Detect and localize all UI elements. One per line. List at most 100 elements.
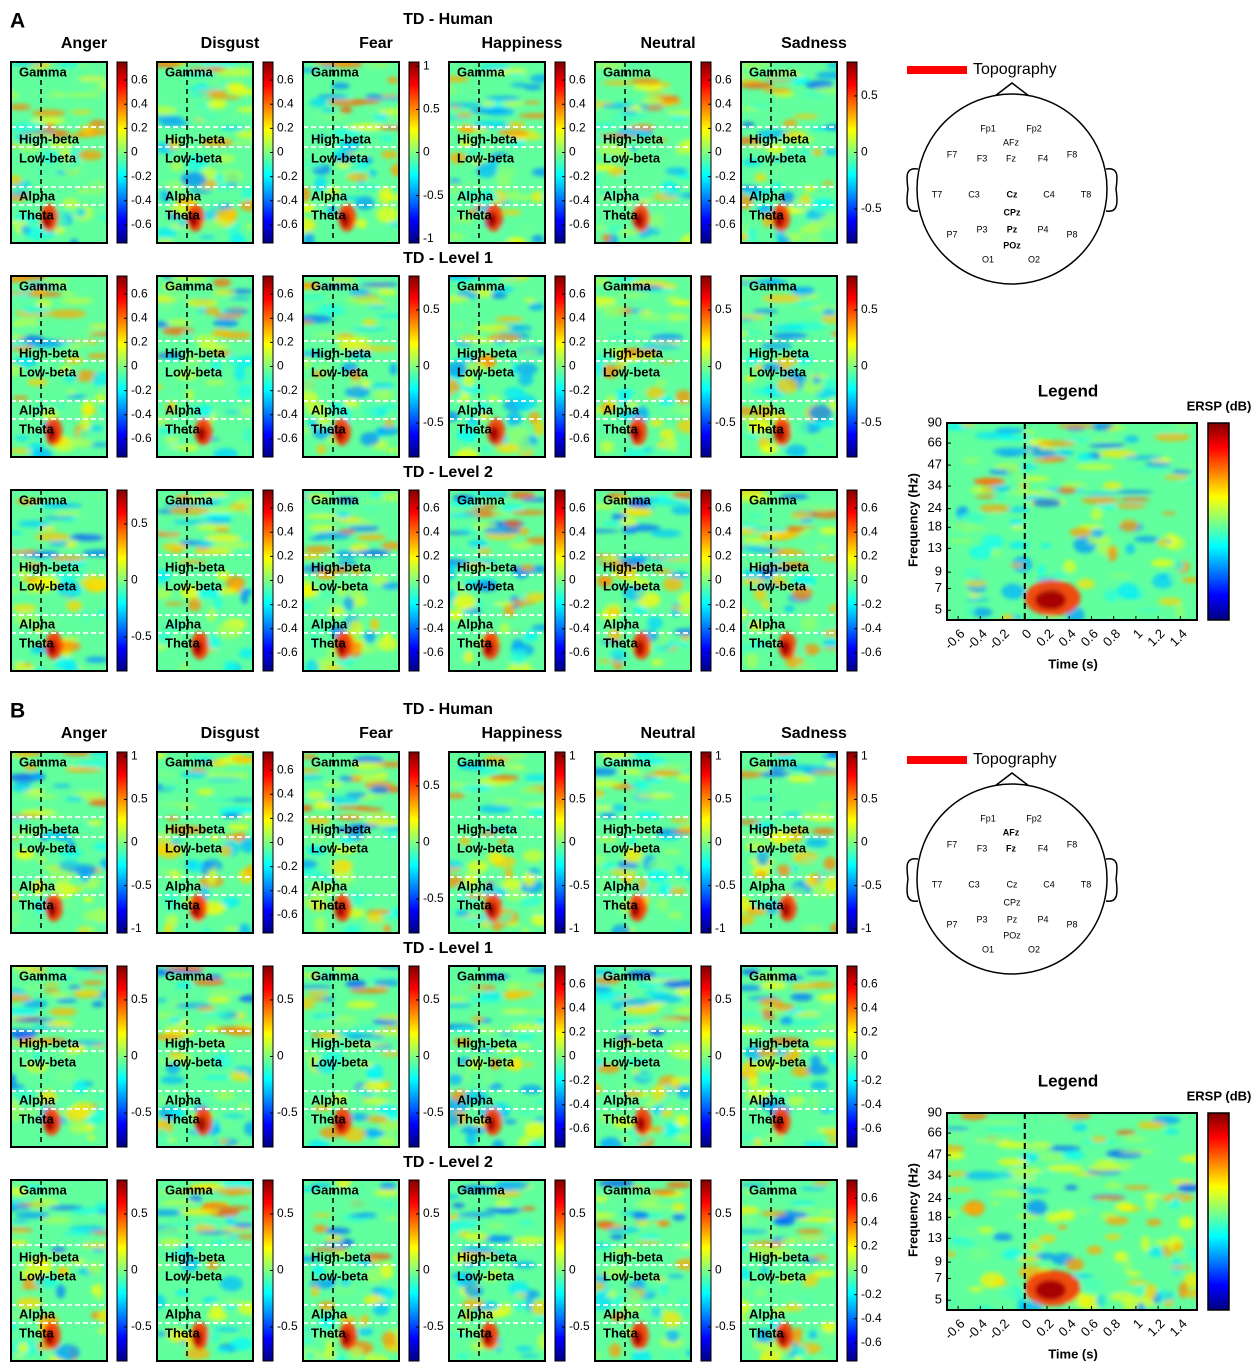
band-label: Alpha <box>603 1306 640 1321</box>
heatmap-blob <box>23 1000 48 1008</box>
heatmap-blob <box>247 1070 256 1078</box>
heatmap-blob <box>589 798 614 806</box>
electrode-label: F8 <box>1067 149 1078 159</box>
electrode-label: P7 <box>946 229 957 239</box>
heatmap-blob <box>519 787 542 794</box>
heatmap-blob <box>297 869 322 878</box>
band-label: Theta <box>749 207 784 222</box>
heatmap-blob <box>373 986 388 989</box>
colorbar-tick-label: -0.5 <box>861 201 882 215</box>
colorbar-tick-label: 0.4 <box>277 524 294 538</box>
heatmap-blob <box>485 1208 523 1213</box>
heatmap-blob <box>1142 1194 1159 1198</box>
heatmap-blob <box>370 785 389 794</box>
band-label: Gamma <box>19 492 67 507</box>
heatmap-blob <box>387 77 400 83</box>
heatmap-blob <box>651 1307 662 1317</box>
colorbar-tick-label: -0.2 <box>861 597 882 611</box>
band-label: Theta <box>19 1325 54 1340</box>
heatmap-blob <box>1037 565 1046 575</box>
heatmap-blob <box>663 1123 681 1137</box>
heatmap-blob <box>228 297 251 300</box>
heatmap-blob <box>752 389 773 395</box>
heatmap-blob <box>15 1223 31 1226</box>
colorbar-tick-label: -0.4 <box>277 883 298 897</box>
heatmap-blob <box>673 1065 698 1073</box>
x-tick-label: -0.6 <box>941 626 967 652</box>
band-label: Alpha <box>19 1092 56 1107</box>
heatmap-blob <box>509 1024 546 1030</box>
heatmap-blob <box>520 226 534 232</box>
heatmap-blob <box>452 1203 465 1208</box>
y-tick-label: 7 <box>935 1270 942 1285</box>
colorbar-tick-label: 0.5 <box>861 792 878 806</box>
colorbar-tick-label: 0.4 <box>861 1000 878 1014</box>
heatmap-blob <box>783 812 802 816</box>
y-tick-label: 66 <box>928 1125 942 1140</box>
electrode-label: C4 <box>1043 189 1055 199</box>
colorbar-tick-label: 0.4 <box>715 524 732 538</box>
heatmap-blob <box>238 995 263 1002</box>
heatmap-blob <box>340 107 352 114</box>
colorbar-tick-label: -0.2 <box>423 597 444 611</box>
band-label: Gamma <box>603 1182 651 1197</box>
colorbar-tick-label: -0.5 <box>715 878 736 892</box>
heatmap-blob <box>351 100 382 104</box>
heatmap-blob <box>21 306 49 314</box>
y-tick-label: 90 <box>928 1104 942 1119</box>
heatmap-blob <box>792 421 809 436</box>
colorbar-tick-label: -0.6 <box>861 1335 882 1349</box>
heatmap-blob <box>71 1228 93 1232</box>
heatmap-blob <box>1123 1135 1148 1142</box>
heatmap-blob <box>807 1064 828 1075</box>
band-label: Alpha <box>749 188 786 203</box>
topography-bar <box>907 66 967 74</box>
heatmap-blob <box>660 1109 673 1117</box>
colorbar-tick-label: 0 <box>861 573 868 587</box>
heatmap-blob <box>735 318 754 321</box>
heatmap-blob <box>478 604 501 608</box>
heatmap-blob <box>29 1204 41 1208</box>
colorbar-tick-label: -0.6 <box>569 431 590 445</box>
heatmap-blob <box>1105 1216 1129 1225</box>
heatmap-blob <box>510 649 527 666</box>
band-label: Theta <box>19 1111 54 1126</box>
colorbar-tick-label: -0.6 <box>715 645 736 659</box>
band-label: Low-beta <box>603 364 661 379</box>
heatmap-blob <box>527 807 557 816</box>
heatmap-blob <box>296 775 324 779</box>
heatmap-blob <box>531 1300 551 1315</box>
band-label: Gamma <box>749 968 797 983</box>
heatmap-blob <box>619 1137 633 1140</box>
heatmap-blob <box>32 109 66 116</box>
heatmap-blob <box>153 321 168 327</box>
heatmap-blob <box>221 1121 232 1129</box>
heatmap-blob <box>734 546 768 551</box>
heatmap-blob <box>348 525 380 531</box>
heatmap-blob <box>31 164 57 178</box>
heatmap-blob <box>1038 440 1076 446</box>
heatmap-blob <box>339 776 354 781</box>
column-title: Neutral <box>640 35 695 52</box>
heatmap-blob <box>380 1052 404 1057</box>
heatmap-blob <box>62 198 79 209</box>
heatmap-blob <box>224 973 255 977</box>
heatmap-blob <box>531 914 550 926</box>
band-label: High-beta <box>603 559 664 574</box>
heatmap-blob <box>517 1110 536 1115</box>
heatmap-blob <box>784 605 795 612</box>
electrode-label: Pz <box>1007 224 1018 234</box>
band-label: High-beta <box>603 821 664 836</box>
heatmap-blob <box>827 1053 844 1065</box>
y-tick-label: 9 <box>935 564 942 579</box>
colorbar-tick-label: -0.4 <box>861 1311 882 1325</box>
heatmap-blob <box>796 1229 823 1234</box>
band-label: High-beta <box>19 821 80 836</box>
band-label: High-beta <box>457 345 518 360</box>
heatmap-blob <box>204 380 225 385</box>
y-tick-label: 5 <box>935 1292 942 1307</box>
band-label: High-beta <box>311 1249 372 1264</box>
colorbar-tick-label: -0.6 <box>861 1121 882 1135</box>
heatmap-blob <box>82 400 95 416</box>
band-label: Gamma <box>311 492 359 507</box>
